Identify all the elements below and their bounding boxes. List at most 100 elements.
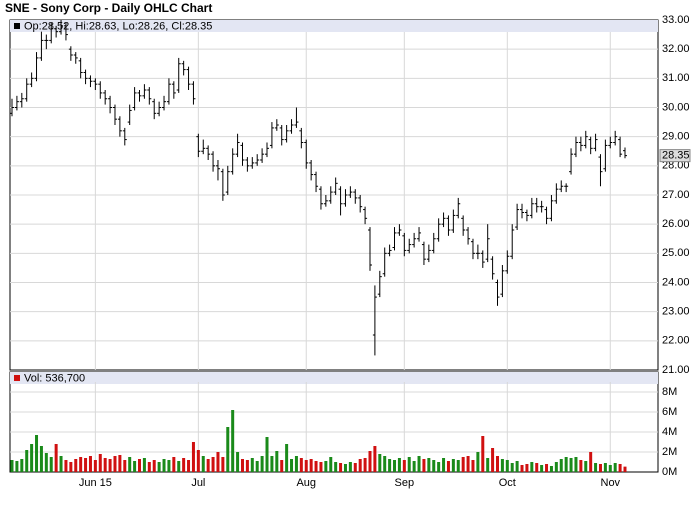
volume-bar xyxy=(182,458,186,472)
volume-bar xyxy=(515,461,519,472)
y2-tick-label: 8M xyxy=(662,386,677,398)
y-tick-label: 28.00 xyxy=(662,160,690,172)
volume-bar xyxy=(196,450,200,472)
volume-bar xyxy=(299,458,303,472)
volume-bar xyxy=(280,460,284,472)
volume-bar xyxy=(54,444,58,472)
volume-bar xyxy=(442,458,446,472)
volume-bar xyxy=(363,458,367,472)
last-price-label: 28.35 xyxy=(662,150,690,162)
volume-bar xyxy=(368,451,372,472)
volume-bar xyxy=(481,436,485,472)
volume-bar xyxy=(402,460,406,472)
plot-layer: 21.00 22.00 23.00 24.00 25.00 26.00 27.00 28.00… xyxy=(10,14,691,489)
volume-bar xyxy=(393,460,397,472)
volume-bar xyxy=(319,462,323,472)
y-tick-label: 23.00 xyxy=(662,306,690,318)
y-tick-label: 24.00 xyxy=(662,276,690,288)
volume-bar xyxy=(545,464,549,472)
volume-bar xyxy=(569,458,573,472)
volume-bar xyxy=(260,456,264,472)
volume-bar xyxy=(324,461,328,472)
volume-bar xyxy=(35,435,39,472)
volume-bar xyxy=(623,466,627,472)
volume-bar xyxy=(329,457,333,472)
volume-header xyxy=(10,372,658,384)
volume-bar xyxy=(535,463,539,472)
volume-bar xyxy=(584,461,588,472)
volume-bar xyxy=(525,464,529,472)
volume-bar xyxy=(564,457,568,472)
volume-bar xyxy=(510,463,514,472)
volume-bar xyxy=(343,464,347,472)
volume-bar xyxy=(69,462,73,472)
volume-bar xyxy=(437,462,441,472)
volume-bar xyxy=(44,453,48,472)
volume-bar xyxy=(574,457,578,472)
y-tick-label: 26.00 xyxy=(662,218,690,230)
volume-bar xyxy=(608,465,612,472)
volume-bar xyxy=(427,458,431,472)
volume-bar xyxy=(618,464,622,472)
volume-bar xyxy=(147,462,151,472)
volume-bar xyxy=(231,410,235,472)
price-header xyxy=(10,20,658,32)
legend-icon xyxy=(14,375,20,381)
x-tick-label: Jul xyxy=(191,477,205,489)
volume-bar xyxy=(157,462,161,472)
volume-bar xyxy=(128,457,132,472)
volume-bar xyxy=(236,452,240,472)
price-legend: Op:28.52, Hi:28.63, Lo:28.26, Cl:28.35 xyxy=(24,20,212,32)
x-tick-label: Aug xyxy=(296,477,316,489)
volume-bar xyxy=(30,444,34,472)
volume-bar xyxy=(471,460,475,472)
volume-bar xyxy=(64,460,68,472)
volume-bar xyxy=(388,459,392,472)
volume-bar xyxy=(191,442,195,472)
volume-bar xyxy=(172,457,176,472)
volume-bar xyxy=(216,452,220,472)
volume-bar xyxy=(603,463,607,472)
volume-bar xyxy=(373,446,377,472)
volume-bar xyxy=(10,460,14,472)
volume-bar xyxy=(353,463,357,472)
y2-tick-label: 2M xyxy=(662,446,677,458)
volume-bar xyxy=(88,456,92,472)
volume-bar xyxy=(378,454,382,472)
volume-bar xyxy=(451,459,455,472)
volume-bar xyxy=(613,463,617,472)
volume-bar xyxy=(348,462,352,472)
volume-bar xyxy=(495,456,499,472)
volume-bar xyxy=(304,460,308,472)
volume-bar xyxy=(530,462,534,472)
volume-bar xyxy=(177,461,181,472)
volume-bar xyxy=(412,461,416,472)
y-tick-label: 27.00 xyxy=(662,189,690,201)
volume-bar xyxy=(314,461,318,472)
volume-bar xyxy=(39,446,43,472)
volume-bar xyxy=(84,458,88,472)
y2-tick-label: 6M xyxy=(662,406,677,418)
volume-bar xyxy=(113,456,117,472)
volume-bar xyxy=(201,456,205,472)
x-tick-label: Jun 15 xyxy=(79,477,112,489)
volume-bar xyxy=(358,459,362,472)
y-tick-label: 21.00 xyxy=(662,364,690,376)
volume-bar xyxy=(339,463,343,472)
volume-bar xyxy=(594,463,598,472)
volume-bar xyxy=(432,460,436,472)
volume-bar xyxy=(93,460,97,472)
volume-bar xyxy=(255,461,259,472)
volume-bar xyxy=(187,460,191,472)
volume-bar xyxy=(461,457,465,472)
y-tick-label: 22.00 xyxy=(662,335,690,347)
volume-bar xyxy=(250,458,254,472)
volume-bar xyxy=(417,456,421,472)
volume-bar xyxy=(422,459,426,472)
legend-icon xyxy=(14,23,20,29)
volume-bar xyxy=(20,459,24,472)
volume-bar xyxy=(476,452,480,472)
volume-bar xyxy=(206,459,210,472)
y-tick-label: 31.00 xyxy=(662,72,690,84)
